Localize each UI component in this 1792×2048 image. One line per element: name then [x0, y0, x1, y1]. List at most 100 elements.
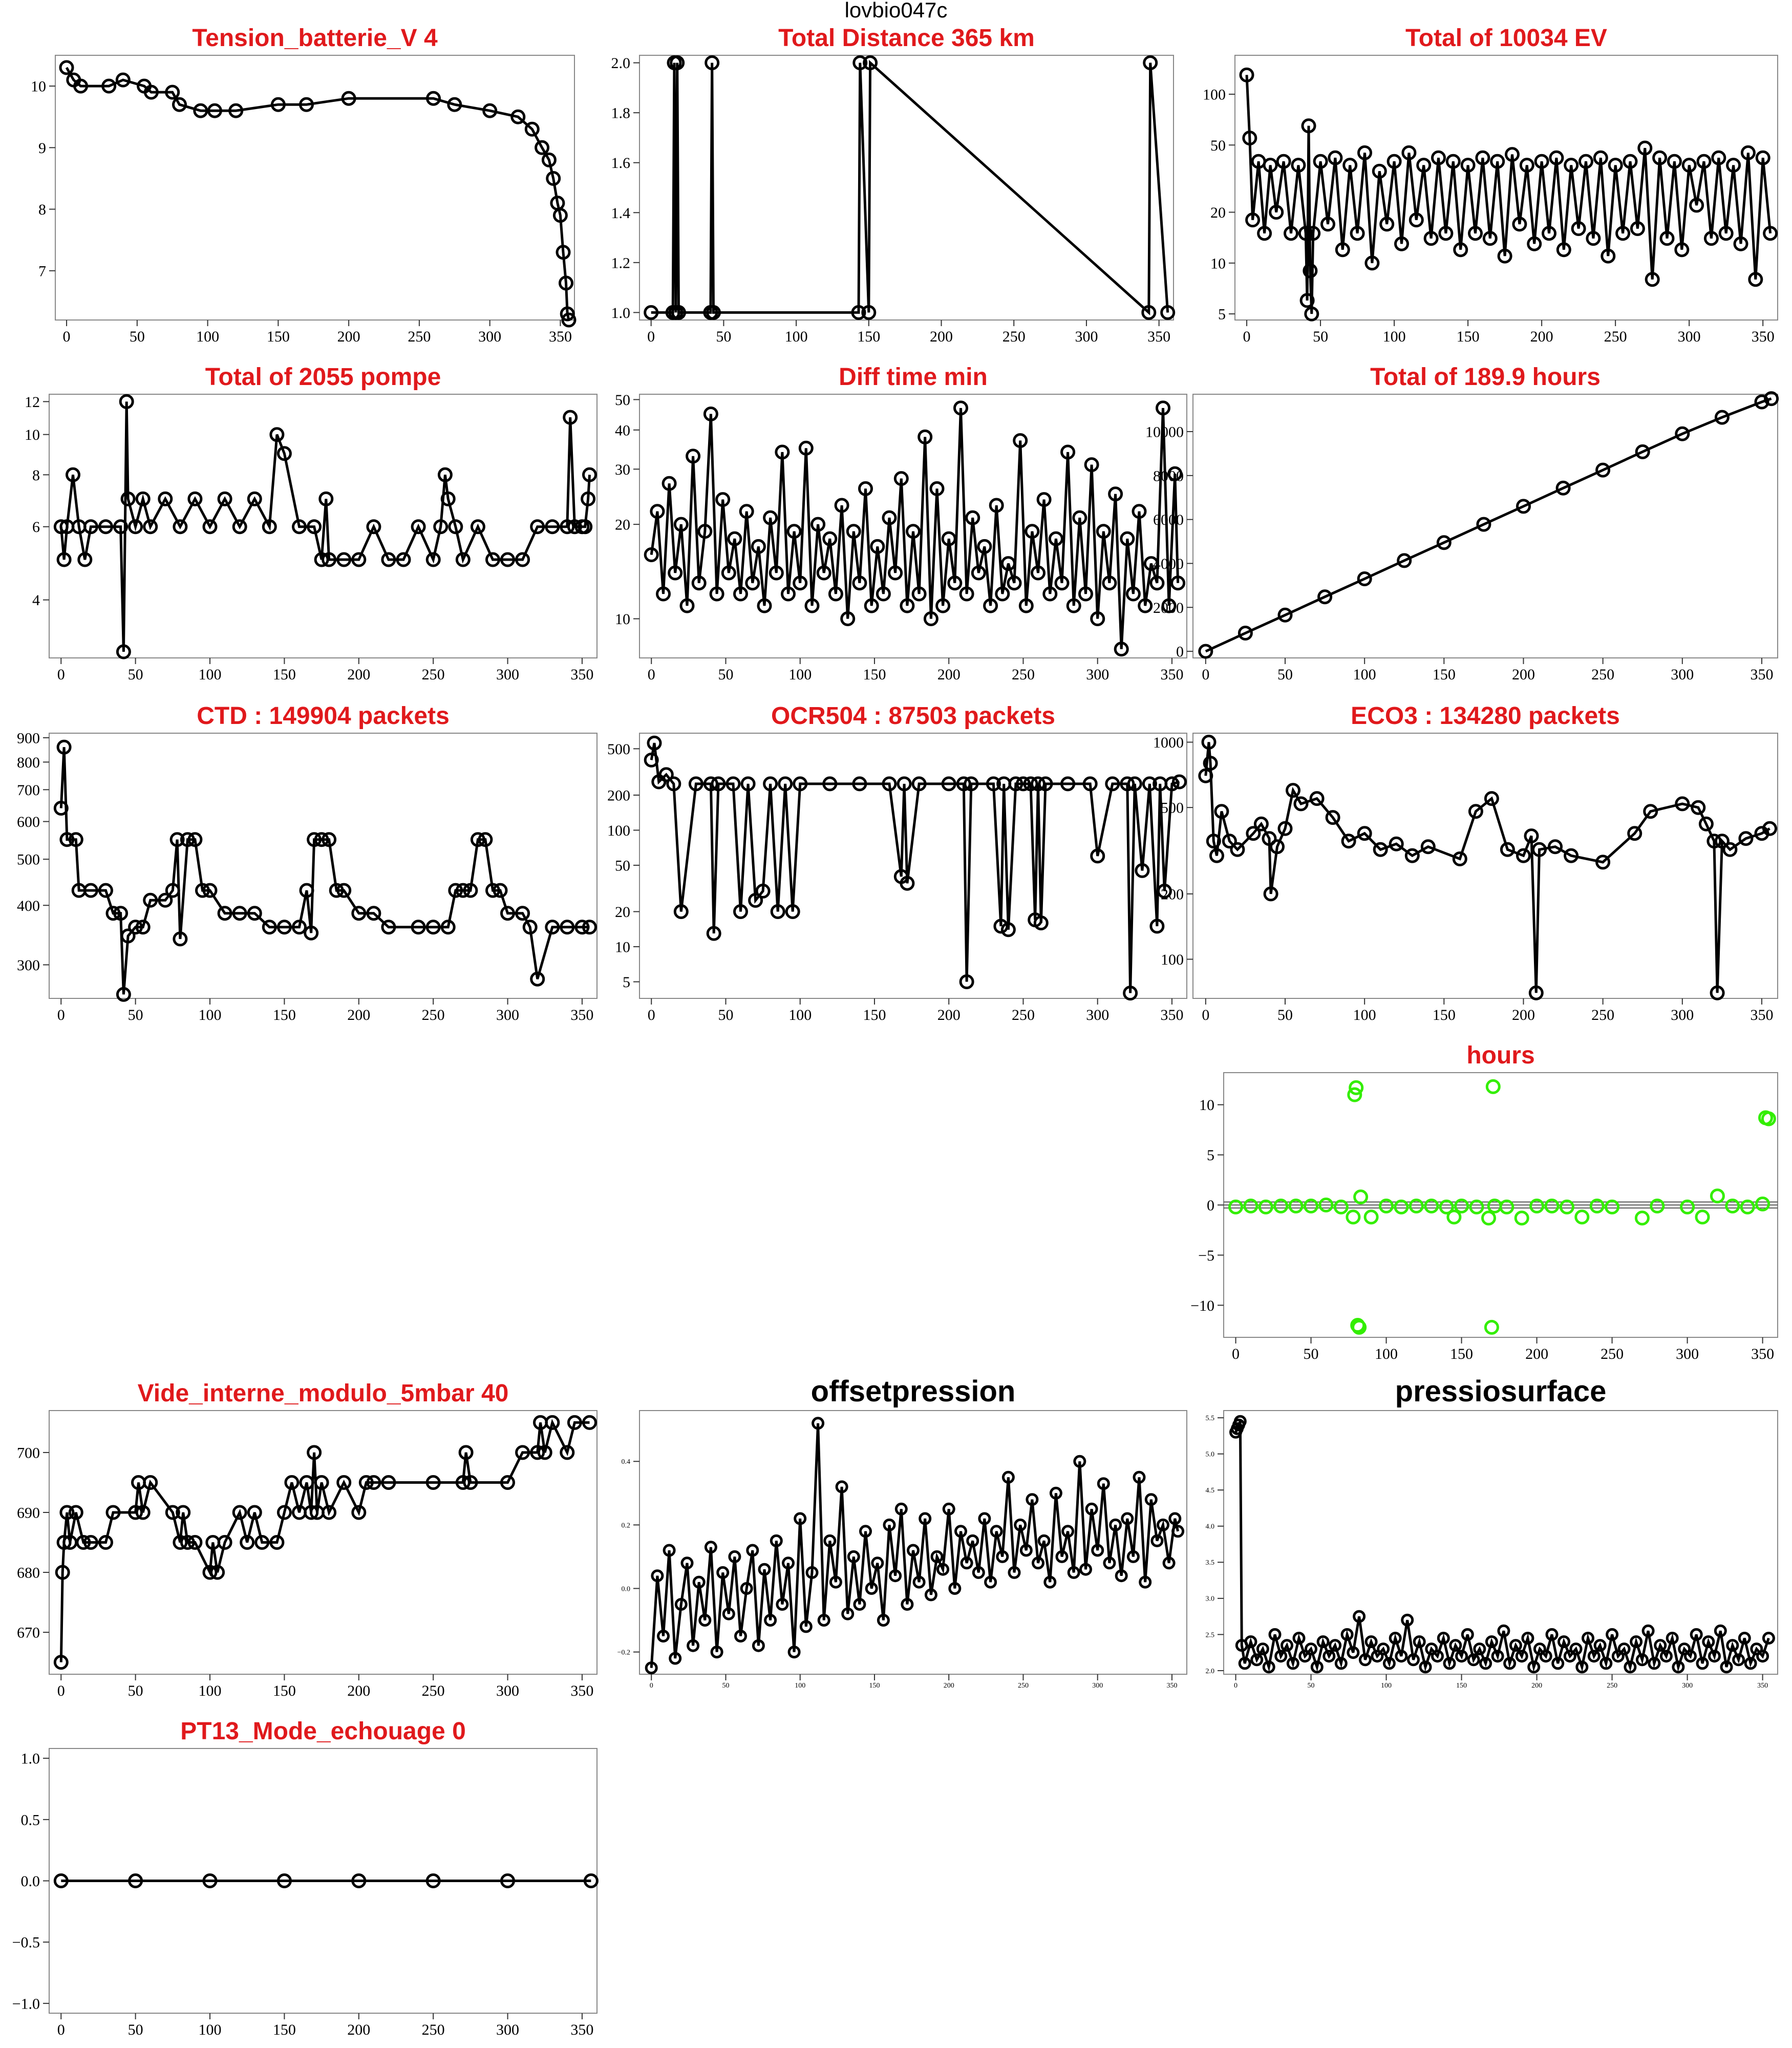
data-point	[733, 904, 748, 919]
y-tick-label: 10	[615, 611, 630, 628]
data-point	[1353, 1189, 1369, 1205]
data-point	[1256, 1642, 1269, 1656]
y-tick-label: 10	[31, 78, 46, 95]
chart-panel-9: ECO3 : 134280 packets 0 50 100 150 200 250 300 3…	[1153, 702, 1778, 1023]
data-point	[105, 906, 121, 921]
data-point	[1659, 231, 1675, 246]
data-point	[1449, 1639, 1462, 1652]
series-line	[650, 1423, 1180, 1668]
data-point	[669, 1652, 682, 1665]
data-point	[1481, 1210, 1496, 1226]
y-tick-label: 20	[615, 517, 630, 534]
data-point	[143, 1475, 158, 1490]
data-point	[1397, 553, 1412, 568]
data-point	[55, 1565, 70, 1580]
data-point	[671, 305, 686, 320]
plot-frame	[49, 1410, 598, 1675]
x-tick-label: 150	[1450, 1346, 1473, 1362]
data-point	[322, 552, 337, 567]
chart-panel-12: offsetpression 0 50 100 150 200 250 300 350 −0.2 0…	[617, 1375, 1187, 1690]
data-point	[1587, 1650, 1601, 1663]
data-point	[907, 1544, 920, 1557]
data-point	[314, 832, 329, 847]
data-point	[1253, 816, 1269, 831]
data-point	[165, 1505, 180, 1520]
x-tick-label: 300	[1682, 1682, 1693, 1690]
x-tick-label: 150	[273, 1682, 296, 1699]
data-point	[1674, 242, 1690, 258]
data-point	[893, 471, 909, 486]
data-point	[1121, 1512, 1134, 1525]
data-point	[202, 1873, 218, 1888]
data-point	[1484, 1319, 1499, 1335]
data-point	[1103, 1556, 1116, 1570]
data-point	[1648, 1657, 1661, 1670]
data-point	[782, 1556, 795, 1570]
data-point	[1527, 1660, 1541, 1674]
data-point	[1762, 1632, 1775, 1645]
data-point	[1534, 154, 1549, 169]
data-point	[1516, 499, 1531, 514]
data-point	[877, 1614, 890, 1627]
data-point	[1167, 466, 1183, 481]
data-point	[411, 920, 426, 935]
data-point	[703, 407, 718, 421]
x-tick-label: 50	[130, 328, 145, 345]
chart-panel-14: PT13_Mode_echouage 0 0 50 100 150 200 250 300 35…	[12, 1718, 599, 2038]
x-tick-label: 250	[1012, 1007, 1035, 1023]
data-point	[1578, 154, 1593, 169]
data-point	[644, 305, 659, 320]
x-tick-label: 150	[863, 666, 886, 683]
data-point	[478, 832, 493, 847]
data-point	[1595, 855, 1611, 870]
data-point	[953, 400, 968, 416]
x-tick-label: 350	[1751, 1346, 1774, 1362]
data-point	[176, 1505, 191, 1520]
y-tick-label: 100	[607, 822, 630, 839]
data-point	[1551, 1657, 1565, 1670]
y-tick-label: 50	[615, 857, 630, 874]
data-point	[1654, 1639, 1667, 1652]
data-point	[535, 140, 550, 155]
data-point	[1127, 776, 1142, 792]
data-point	[1529, 1199, 1545, 1213]
data-point	[1262, 1660, 1275, 1674]
data-point	[1325, 810, 1340, 825]
chart-title: OCR504 : 87503 packets	[771, 702, 1055, 730]
data-point	[1468, 226, 1483, 241]
data-point	[776, 1598, 789, 1611]
data-point	[1079, 1563, 1092, 1576]
data-point	[1078, 586, 1093, 602]
y-tick-label: 4000	[1153, 556, 1184, 572]
data-point	[763, 510, 778, 525]
data-point	[1097, 1477, 1110, 1490]
data-point	[113, 519, 129, 535]
chart-title: Tension_batterie_V 4	[192, 25, 438, 52]
data-point	[834, 498, 849, 513]
data-point	[770, 1534, 783, 1547]
data-point	[1691, 800, 1706, 815]
data-point	[1755, 1197, 1770, 1211]
x-tick-label: 200	[1512, 666, 1535, 683]
chart-panel-10: hours 0 50 100 150 200 250 300 350 −10 −5 0 5 10	[1190, 1042, 1778, 1362]
data-point	[254, 1535, 270, 1550]
data-point	[299, 883, 314, 898]
x-tick-label: 200	[1512, 1007, 1535, 1023]
data-point	[1238, 626, 1253, 641]
data-point	[1157, 883, 1172, 899]
data-point	[351, 1873, 367, 1888]
x-tick-label: 250	[1591, 1007, 1614, 1023]
y-tick-label: 2000	[1153, 600, 1184, 616]
data-point	[1497, 1624, 1510, 1637]
data-point	[341, 91, 356, 106]
plot-frame	[639, 55, 1174, 321]
data-point	[447, 97, 462, 112]
data-point	[1379, 1199, 1394, 1213]
data-point	[870, 539, 885, 554]
data-point	[1014, 1518, 1027, 1531]
data-point	[894, 1502, 908, 1516]
data-point	[1549, 150, 1564, 165]
data-point	[262, 920, 277, 935]
data-point	[1455, 1650, 1468, 1663]
x-tick-label: 350	[1750, 1007, 1773, 1023]
